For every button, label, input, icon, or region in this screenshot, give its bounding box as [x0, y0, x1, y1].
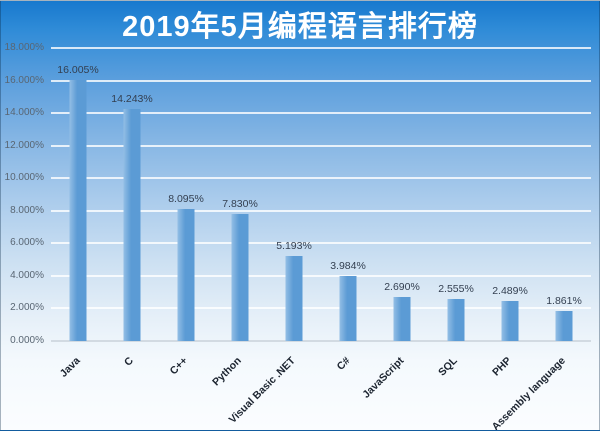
- bars-layer: 16.005% 14.243% 8.095% 7.830% 5.193% 3.984% 2.…: [51, 48, 591, 341]
- y-axis-tick-label: 12.000%: [4, 139, 44, 151]
- bar-slot: 8.095%: [159, 48, 213, 341]
- bar: [69, 80, 87, 341]
- bar-slot: 14.243%: [105, 48, 159, 341]
- x-axis: Java C C++ Python Visual Basic .NET C# JavaScr…: [51, 347, 591, 430]
- bar-value-label: 3.984%: [330, 260, 366, 273]
- bar-slot: 16.005%: [51, 48, 105, 341]
- bar-value-label: 7.830%: [222, 197, 258, 210]
- gridline: [51, 209, 591, 212]
- gridline: [51, 242, 591, 245]
- y-axis: 0.000% 2.000% 4.000% 6.000% 8.000% 10.000% 12.…: [1, 42, 46, 346]
- bar: [231, 213, 249, 341]
- x-axis-label: C: [122, 354, 137, 369]
- gridline: [51, 47, 591, 49]
- bar-slot: 2.690%: [375, 48, 429, 341]
- bar: [501, 300, 519, 341]
- gridlines-layer: [51, 47, 591, 342]
- bar: [123, 109, 141, 341]
- x-axis-label: C#: [334, 354, 353, 373]
- y-axis-tick-label: 2.000%: [10, 302, 44, 314]
- bar-value-label: 16.005%: [57, 64, 99, 77]
- bar-slot: 7.830%: [213, 48, 267, 341]
- bar: [393, 297, 411, 341]
- x-axis-label: Python: [210, 354, 245, 389]
- bar-value-label: 2.690%: [384, 281, 420, 294]
- y-axis-tick-label: 16.000%: [4, 74, 44, 86]
- bar: [339, 276, 357, 341]
- y-axis-tick-label: 10.000%: [4, 172, 44, 184]
- y-axis-tick-label: 6.000%: [10, 237, 44, 249]
- bar-value-label: 5.193%: [276, 240, 312, 253]
- y-axis-tick-label: 4.000%: [10, 269, 44, 281]
- bar-value-label: 2.555%: [438, 283, 474, 296]
- bar-value-label: 14.243%: [111, 93, 153, 106]
- bar-value-label: 2.489%: [492, 284, 528, 297]
- gridline: [51, 144, 591, 147]
- bar: [555, 310, 573, 341]
- x-axis-label: Java: [57, 354, 83, 380]
- bar: [285, 256, 303, 341]
- gridline: [51, 274, 591, 277]
- chart-title: 2019年5月编程语言排行榜: [122, 11, 478, 43]
- bar: [447, 299, 465, 341]
- bar-slot: 1.861%: [537, 48, 591, 341]
- bar-value-label: 8.095%: [168, 193, 204, 206]
- bar-slot: 2.555%: [429, 48, 483, 341]
- x-axis-label: JavaScript: [360, 354, 407, 401]
- gridline: [51, 79, 591, 82]
- gridline: [51, 307, 591, 310]
- gridline: [51, 177, 591, 180]
- y-axis-tick-label: 14.000%: [4, 107, 44, 119]
- gridline: [51, 112, 591, 115]
- plot-area: 16.005% 14.243% 8.095% 7.830% 5.193% 3.984% 2.…: [51, 47, 591, 342]
- bar-slot: 5.193%: [267, 48, 321, 341]
- x-axis-baseline: [51, 340, 591, 342]
- bar-slot: 3.984%: [321, 48, 375, 341]
- y-axis-tick-label: 0.000%: [10, 335, 44, 346]
- bar: [177, 209, 195, 341]
- x-axis-label: SQL: [436, 354, 461, 379]
- y-axis-tick-label: 18.000%: [4, 42, 44, 53]
- bar-value-label: 1.861%: [546, 294, 582, 307]
- bar-slot: 2.489%: [483, 48, 537, 341]
- y-axis-tick-label: 8.000%: [10, 204, 44, 216]
- x-axis-label: C++: [167, 354, 191, 378]
- x-axis-label: PHP: [490, 354, 515, 379]
